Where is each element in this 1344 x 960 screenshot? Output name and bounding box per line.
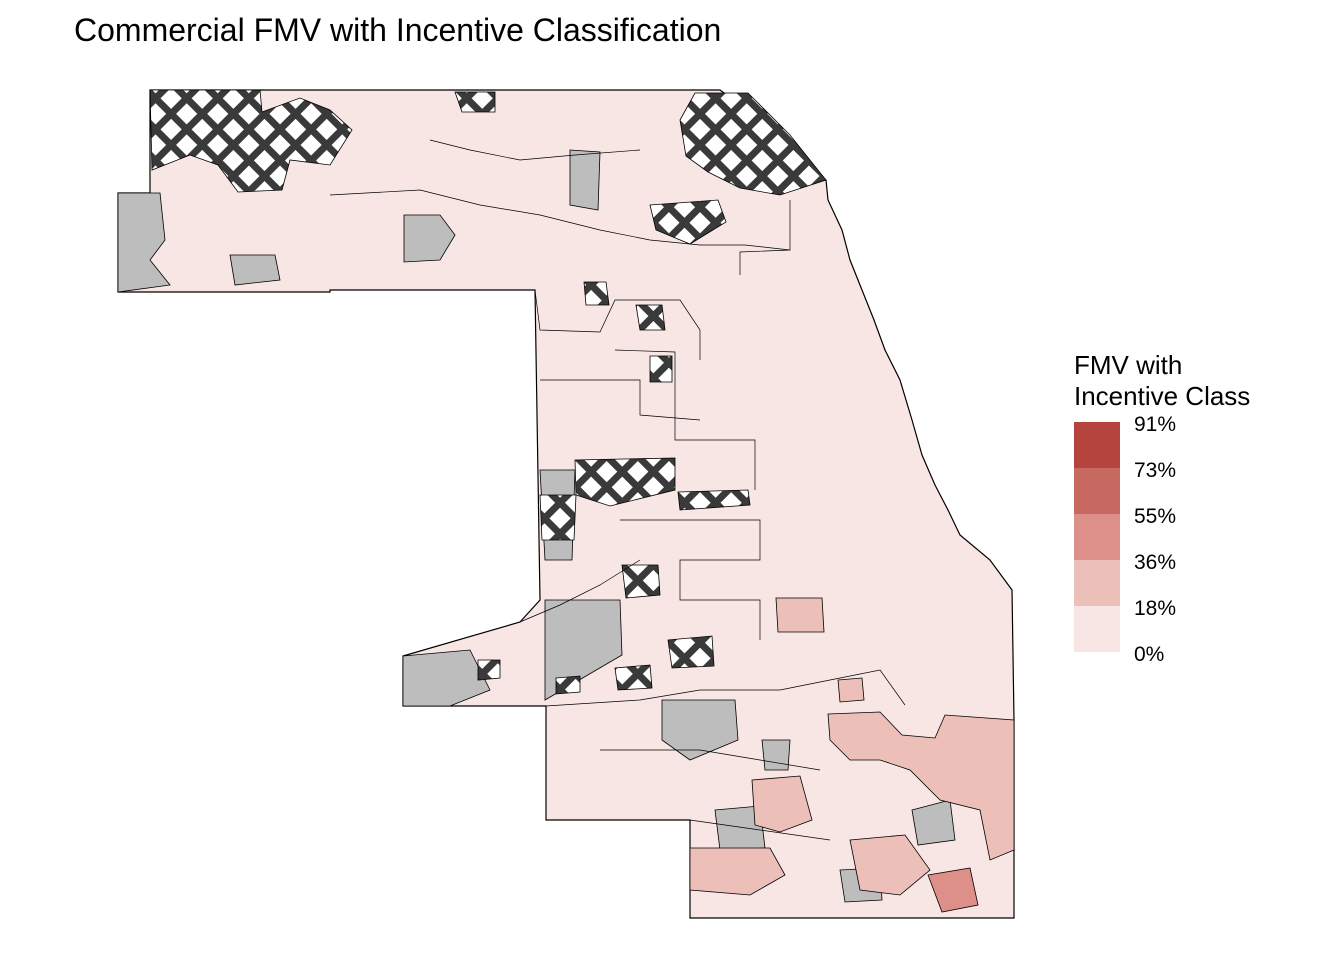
incentive-hatched-areas <box>149 89 827 695</box>
class-55-areas <box>927 867 979 913</box>
legend-scale: 91% 73% 55% 36% 18% 0% <box>1074 413 1274 666</box>
legend-label-91: 91% <box>1134 413 1177 436</box>
legend-swatch-36 <box>1074 560 1120 606</box>
legend-swatch-55 <box>1074 514 1120 560</box>
legend-label-18: 18% <box>1134 597 1177 620</box>
legend-swatch-91 <box>1074 422 1120 468</box>
legend-label-36: 36% <box>1134 551 1177 574</box>
no-data-areas <box>117 149 956 903</box>
legend-label-73: 73% <box>1134 459 1177 482</box>
class-36-areas <box>689 597 1015 896</box>
legend-title: FMV with Incentive Class <box>1074 350 1334 412</box>
legend-label-0: 0% <box>1134 643 1165 666</box>
legend-title-line2: Incentive Class <box>1074 381 1251 411</box>
map-title: Commercial FMV with Incentive Classifica… <box>74 12 722 48</box>
legend-title-line1: FMV with <box>1074 350 1183 380</box>
legend-label-55: 55% <box>1134 505 1177 528</box>
legend: FMV with Incentive Class 91% 73% 55% 36%… <box>1074 350 1334 666</box>
legend-swatch-18 <box>1074 606 1120 652</box>
legend-swatch-73 <box>1074 468 1120 514</box>
boundary-lines <box>329 139 906 841</box>
